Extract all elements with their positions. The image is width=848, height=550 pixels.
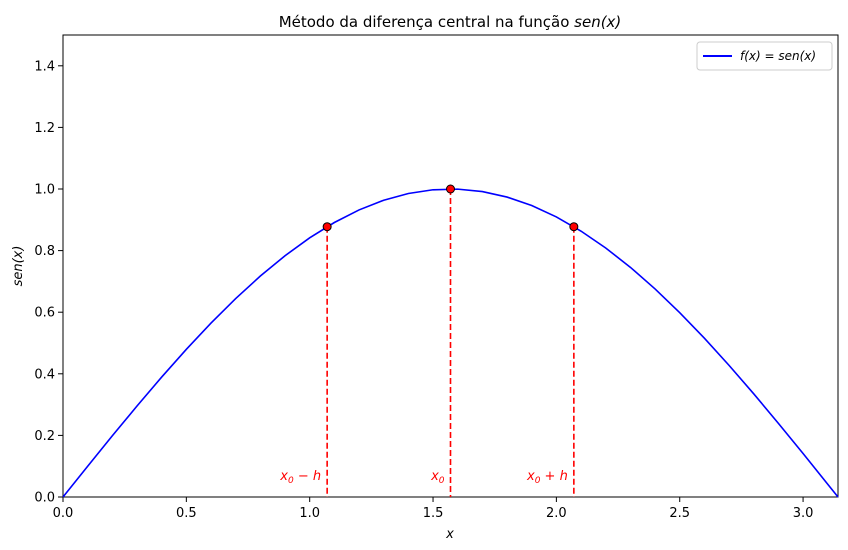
y-axis-ticks: 0.0 0.2 0.4 0.6 0.8 1.0 1.2 1.4 [34, 59, 63, 506]
legend-box [696, 41, 833, 71]
series-line [62, 188, 839, 498]
point-marker [322, 222, 332, 232]
y-tick-label: 1.0 [34, 183, 55, 198]
x-axis-ticks: 0.0 0.5 1.0 1.5 2.0 2.5 3.0 [53, 497, 814, 521]
point-label: x0 − h [279, 469, 321, 486]
x-axis-label: x [445, 527, 454, 542]
legend-entry-label: f(x) = sen(x) [740, 49, 816, 63]
y-axis-label: sen(x) [11, 246, 26, 287]
point-label: x0 + h [526, 469, 568, 486]
y-tick-label: 0.0 [34, 491, 55, 506]
y-tick-label: 1.2 [34, 121, 55, 136]
x-tick-label: 3.0 [793, 506, 814, 521]
y-tick-label: 0.4 [34, 367, 55, 382]
x-tick-label: 1.5 [423, 506, 444, 521]
x-tick-label: 2.5 [669, 506, 690, 521]
y-tick-label: 0.2 [34, 429, 55, 444]
plot-area: x0 − h x0 x0 + h [62, 34, 839, 498]
x-tick-label: 1.0 [299, 506, 320, 521]
markers-layer: x0 − h x0 x0 + h [279, 184, 579, 497]
y-tick-label: 0.6 [34, 306, 55, 321]
x-tick-label: 2.0 [546, 506, 567, 521]
legend: f(x) = sen(x) [696, 41, 833, 71]
point-marker [446, 184, 456, 194]
chart-title: Método da diferença central na função se… [279, 13, 622, 31]
y-tick-label: 0.8 [34, 244, 55, 259]
series-layer [62, 188, 839, 498]
x-tick-label: 0.5 [176, 506, 197, 521]
y-tick-label: 1.4 [34, 59, 55, 74]
point-marker [569, 222, 579, 232]
point-label: x0 [430, 469, 445, 486]
x-tick-label: 0.0 [53, 506, 74, 521]
